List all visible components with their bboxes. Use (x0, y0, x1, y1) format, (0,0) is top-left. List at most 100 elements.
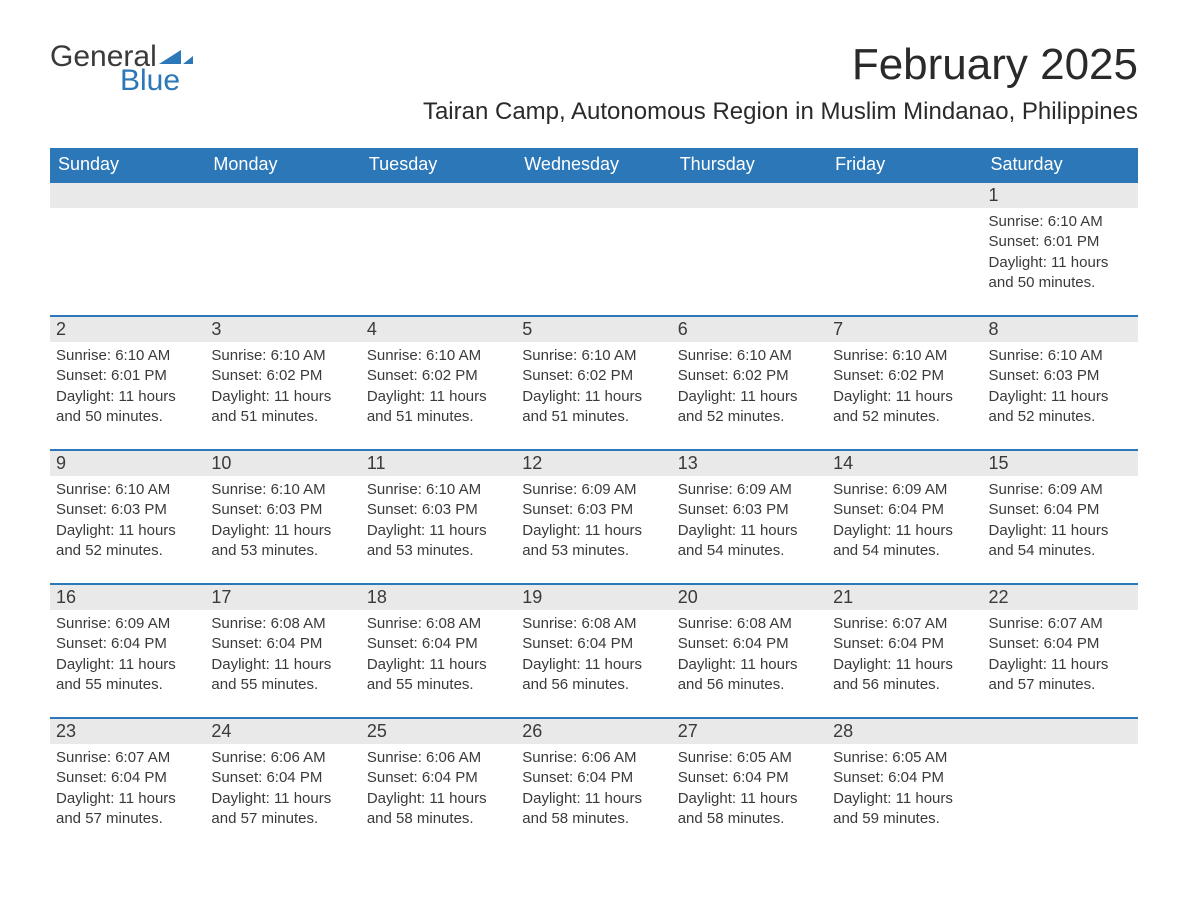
daylight-text: Daylight: 11 hours and 53 minutes. (367, 521, 510, 562)
logo: General Blue (50, 40, 193, 98)
day-number-cell: 9 (50, 450, 205, 476)
sunset-text: Sunset: 6:04 PM (989, 500, 1132, 520)
sunset-text: Sunset: 6:04 PM (367, 634, 510, 654)
sunrise-text: Sunrise: 6:05 AM (678, 748, 821, 768)
header: General Blue February 2025 Tairan Camp, … (50, 40, 1138, 138)
sunrise-text: Sunrise: 6:09 AM (522, 480, 665, 500)
day-number-cell: 12 (516, 450, 671, 476)
day-number-cell (516, 182, 671, 208)
day-content-cell: Sunrise: 6:08 AMSunset: 6:04 PMDaylight:… (672, 610, 827, 718)
day-content-cell: Sunrise: 6:09 AMSunset: 6:03 PMDaylight:… (516, 476, 671, 584)
day-number-cell: 4 (361, 316, 516, 342)
daylight-text: Daylight: 11 hours and 51 minutes. (522, 387, 665, 428)
sunset-text: Sunset: 6:02 PM (367, 366, 510, 386)
sunrise-text: Sunrise: 6:07 AM (989, 614, 1132, 634)
daylight-text: Daylight: 11 hours and 56 minutes. (833, 655, 976, 696)
daylight-text: Daylight: 11 hours and 56 minutes. (522, 655, 665, 696)
sunrise-text: Sunrise: 6:10 AM (367, 480, 510, 500)
day-content-cell: Sunrise: 6:09 AMSunset: 6:03 PMDaylight:… (672, 476, 827, 584)
daylight-text: Daylight: 11 hours and 57 minutes. (989, 655, 1132, 696)
week-content-row: Sunrise: 6:10 AMSunset: 6:01 PMDaylight:… (50, 342, 1138, 450)
daylight-text: Daylight: 11 hours and 57 minutes. (211, 789, 354, 830)
day-number-cell: 15 (983, 450, 1138, 476)
sunrise-text: Sunrise: 6:09 AM (989, 480, 1132, 500)
day-content-cell (50, 208, 205, 316)
sunset-text: Sunset: 6:04 PM (56, 634, 199, 654)
day-number-cell: 20 (672, 584, 827, 610)
week-daynum-row: 16171819202122 (50, 584, 1138, 610)
sunset-text: Sunset: 6:04 PM (56, 768, 199, 788)
logo-text-blue: Blue (120, 64, 193, 98)
daylight-text: Daylight: 11 hours and 59 minutes. (833, 789, 976, 830)
day-content-cell: Sunrise: 6:06 AMSunset: 6:04 PMDaylight:… (205, 744, 360, 851)
sunrise-text: Sunrise: 6:10 AM (211, 480, 354, 500)
sunset-text: Sunset: 6:04 PM (367, 768, 510, 788)
daylight-text: Daylight: 11 hours and 55 minutes. (56, 655, 199, 696)
daylight-text: Daylight: 11 hours and 58 minutes. (367, 789, 510, 830)
sunset-text: Sunset: 6:01 PM (56, 366, 199, 386)
title-block: February 2025 Tairan Camp, Autonomous Re… (423, 40, 1138, 138)
day-number-cell: 11 (361, 450, 516, 476)
calendar: SundayMondayTuesdayWednesdayThursdayFrid… (50, 148, 1138, 851)
day-number-cell: 22 (983, 584, 1138, 610)
day-number-cell: 27 (672, 718, 827, 744)
weekday-header: Saturday (983, 148, 1138, 182)
day-number-cell: 28 (827, 718, 982, 744)
day-content-cell: Sunrise: 6:05 AMSunset: 6:04 PMDaylight:… (827, 744, 982, 851)
day-content-cell (827, 208, 982, 316)
daylight-text: Daylight: 11 hours and 53 minutes. (211, 521, 354, 562)
day-number-cell (983, 718, 1138, 744)
sunset-text: Sunset: 6:02 PM (833, 366, 976, 386)
sunset-text: Sunset: 6:02 PM (522, 366, 665, 386)
daylight-text: Daylight: 11 hours and 52 minutes. (989, 387, 1132, 428)
sunset-text: Sunset: 6:04 PM (522, 768, 665, 788)
week-daynum-row: 1 (50, 182, 1138, 208)
daylight-text: Daylight: 11 hours and 52 minutes. (833, 387, 976, 428)
day-content-cell: Sunrise: 6:10 AMSunset: 6:01 PMDaylight:… (50, 342, 205, 450)
sunset-text: Sunset: 6:04 PM (211, 634, 354, 654)
day-number-cell: 13 (672, 450, 827, 476)
sunset-text: Sunset: 6:01 PM (989, 232, 1132, 252)
daylight-text: Daylight: 11 hours and 54 minutes. (833, 521, 976, 562)
sunrise-text: Sunrise: 6:09 AM (678, 480, 821, 500)
day-number-cell: 24 (205, 718, 360, 744)
sunset-text: Sunset: 6:02 PM (211, 366, 354, 386)
sunset-text: Sunset: 6:03 PM (989, 366, 1132, 386)
month-title: February 2025 (423, 40, 1138, 90)
sunset-text: Sunset: 6:04 PM (678, 768, 821, 788)
sunset-text: Sunset: 6:03 PM (678, 500, 821, 520)
weekday-header: Friday (827, 148, 982, 182)
week-content-row: Sunrise: 6:07 AMSunset: 6:04 PMDaylight:… (50, 744, 1138, 851)
day-content-cell: Sunrise: 6:09 AMSunset: 6:04 PMDaylight:… (983, 476, 1138, 584)
day-number-cell (205, 182, 360, 208)
day-content-cell: Sunrise: 6:10 AMSunset: 6:02 PMDaylight:… (827, 342, 982, 450)
sunrise-text: Sunrise: 6:10 AM (56, 346, 199, 366)
sunrise-text: Sunrise: 6:09 AM (56, 614, 199, 634)
sunrise-text: Sunrise: 6:08 AM (678, 614, 821, 634)
sunset-text: Sunset: 6:04 PM (833, 634, 976, 654)
day-content-cell: Sunrise: 6:10 AMSunset: 6:01 PMDaylight:… (983, 208, 1138, 316)
location: Tairan Camp, Autonomous Region in Muslim… (423, 98, 1138, 126)
weekday-header: Thursday (672, 148, 827, 182)
sunset-text: Sunset: 6:03 PM (367, 500, 510, 520)
sunrise-text: Sunrise: 6:10 AM (367, 346, 510, 366)
day-content-cell: Sunrise: 6:05 AMSunset: 6:04 PMDaylight:… (672, 744, 827, 851)
sunrise-text: Sunrise: 6:05 AM (833, 748, 976, 768)
day-content-cell: Sunrise: 6:07 AMSunset: 6:04 PMDaylight:… (983, 610, 1138, 718)
sunset-text: Sunset: 6:04 PM (678, 634, 821, 654)
day-number-cell: 8 (983, 316, 1138, 342)
sunrise-text: Sunrise: 6:10 AM (56, 480, 199, 500)
week-daynum-row: 9101112131415 (50, 450, 1138, 476)
weekday-header: Sunday (50, 148, 205, 182)
day-content-cell: Sunrise: 6:08 AMSunset: 6:04 PMDaylight:… (205, 610, 360, 718)
sunrise-text: Sunrise: 6:08 AM (367, 614, 510, 634)
daylight-text: Daylight: 11 hours and 51 minutes. (211, 387, 354, 428)
sunrise-text: Sunrise: 6:06 AM (367, 748, 510, 768)
day-content-cell: Sunrise: 6:10 AMSunset: 6:02 PMDaylight:… (516, 342, 671, 450)
day-content-cell: Sunrise: 6:08 AMSunset: 6:04 PMDaylight:… (361, 610, 516, 718)
day-content-cell: Sunrise: 6:06 AMSunset: 6:04 PMDaylight:… (361, 744, 516, 851)
day-number-cell: 25 (361, 718, 516, 744)
day-number-cell: 14 (827, 450, 982, 476)
day-number-cell: 7 (827, 316, 982, 342)
sunrise-text: Sunrise: 6:09 AM (833, 480, 976, 500)
